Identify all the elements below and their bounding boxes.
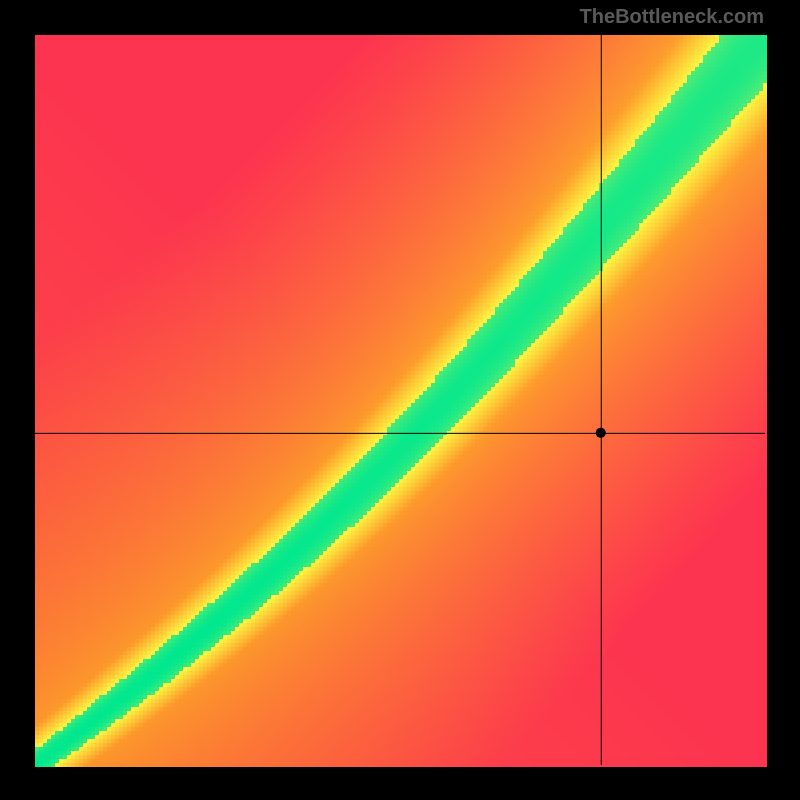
- root: TheBottleneck.com: [0, 0, 800, 800]
- watermark-text: TheBottleneck.com: [580, 6, 764, 29]
- bottleneck-heatmap: [0, 0, 800, 800]
